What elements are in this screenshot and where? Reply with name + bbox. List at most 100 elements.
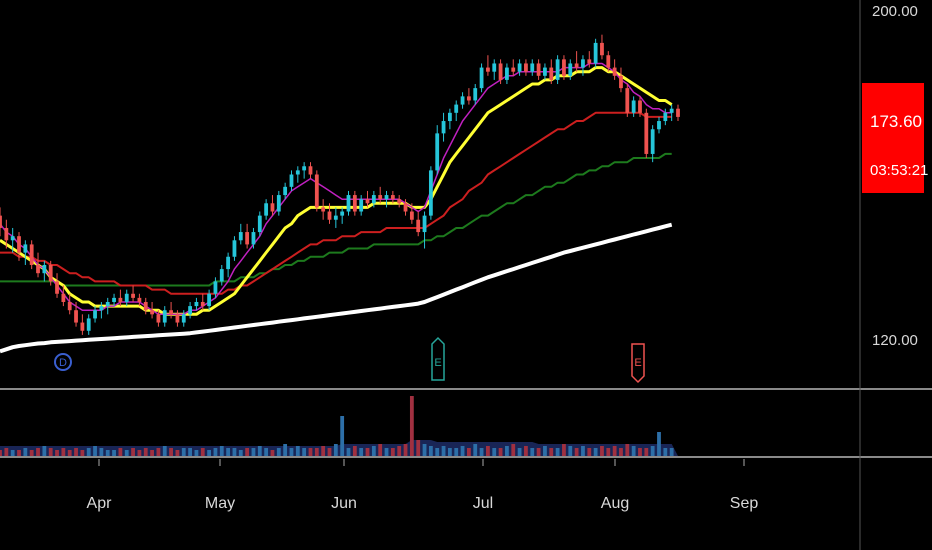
candle [587,51,592,68]
volume-bar [631,446,636,456]
candle-body [581,59,585,68]
volume-bar [574,448,579,456]
candle-body [492,63,497,72]
volume-bar [162,446,167,456]
candle [365,190,370,208]
candle-body [29,244,34,265]
candle-body [200,301,205,307]
candle-body [213,281,218,294]
candle-body [568,63,573,76]
candle-body [479,67,484,89]
candle-body [600,42,604,56]
candle-body [441,121,446,134]
volume-bar [587,448,592,456]
candle-body [403,203,408,212]
candle [416,211,421,237]
volume-bar [378,444,383,456]
candle [549,59,554,85]
candle-body [562,59,566,76]
candle-body [333,215,338,220]
volume-bar [352,446,357,456]
volume-bar [226,448,231,456]
candle-body [143,301,148,311]
candle [378,186,383,204]
candle-body [638,100,642,113]
candle-body [86,318,91,331]
candle-body [118,297,123,302]
volume-bar [150,450,154,456]
candle [593,38,598,68]
candle [29,240,34,270]
candle [67,293,72,315]
candle [112,293,116,307]
candle [524,59,528,76]
candle-body [371,195,376,204]
volume-bar [466,448,471,456]
volume-bar [105,450,110,456]
candle [61,285,66,307]
candle [200,293,205,311]
candle-body [606,55,611,68]
volume-bar [23,448,28,456]
candle [505,63,509,85]
candle [447,108,452,130]
volume-bar [213,448,218,456]
candle-body [207,293,212,307]
volume-bar [219,446,224,456]
volume-bar [251,448,256,456]
candle [466,88,471,105]
date-axis[interactable]: Apr May Jun Jul Aug Sep [87,459,759,512]
volume-bar [492,448,497,456]
candle [124,289,129,307]
candle-body [511,67,516,72]
volume-bar [0,450,2,456]
earnings-icon [631,343,645,384]
volume-bar [238,450,243,456]
volume-histogram [0,396,678,456]
candle [409,203,414,224]
candle [657,116,661,134]
candle [17,232,21,261]
candle-body [17,236,21,253]
volume-bar [112,450,116,456]
candle-body [219,269,224,282]
volume-bar [333,444,338,456]
candle-body [308,166,313,175]
candle [486,55,490,76]
candle [131,285,135,302]
ma-long-line [0,152,672,287]
event-marker-e2[interactable]: E [631,343,645,384]
candle-body [536,63,541,76]
volume-bar [371,446,376,456]
candle [555,55,560,85]
volume-bar [131,448,135,456]
volume-bar [194,450,199,456]
candle [397,195,402,208]
ma-fast-line [0,62,672,316]
event-marker-d[interactable]: D [54,353,72,371]
volume-bar [283,444,288,456]
candle [162,306,167,327]
candle [441,112,446,142]
volume-bar [4,448,9,456]
candle-body [169,310,173,315]
candle-body [232,240,237,257]
candle-body [162,310,167,323]
candle [295,166,300,183]
candle [333,207,338,228]
candle [175,310,180,327]
volume-bar [568,446,573,456]
candle [650,125,655,163]
volume-bar [314,448,319,456]
candle-body [619,75,623,89]
event-marker-e1[interactable]: E [431,336,445,381]
candle-body [669,108,674,113]
price-badge-background [862,83,924,193]
candle [530,59,535,76]
candle [238,223,243,245]
candle-body [365,199,370,204]
candle-body [466,96,471,101]
volume-bar [390,448,395,456]
candle [346,190,351,216]
